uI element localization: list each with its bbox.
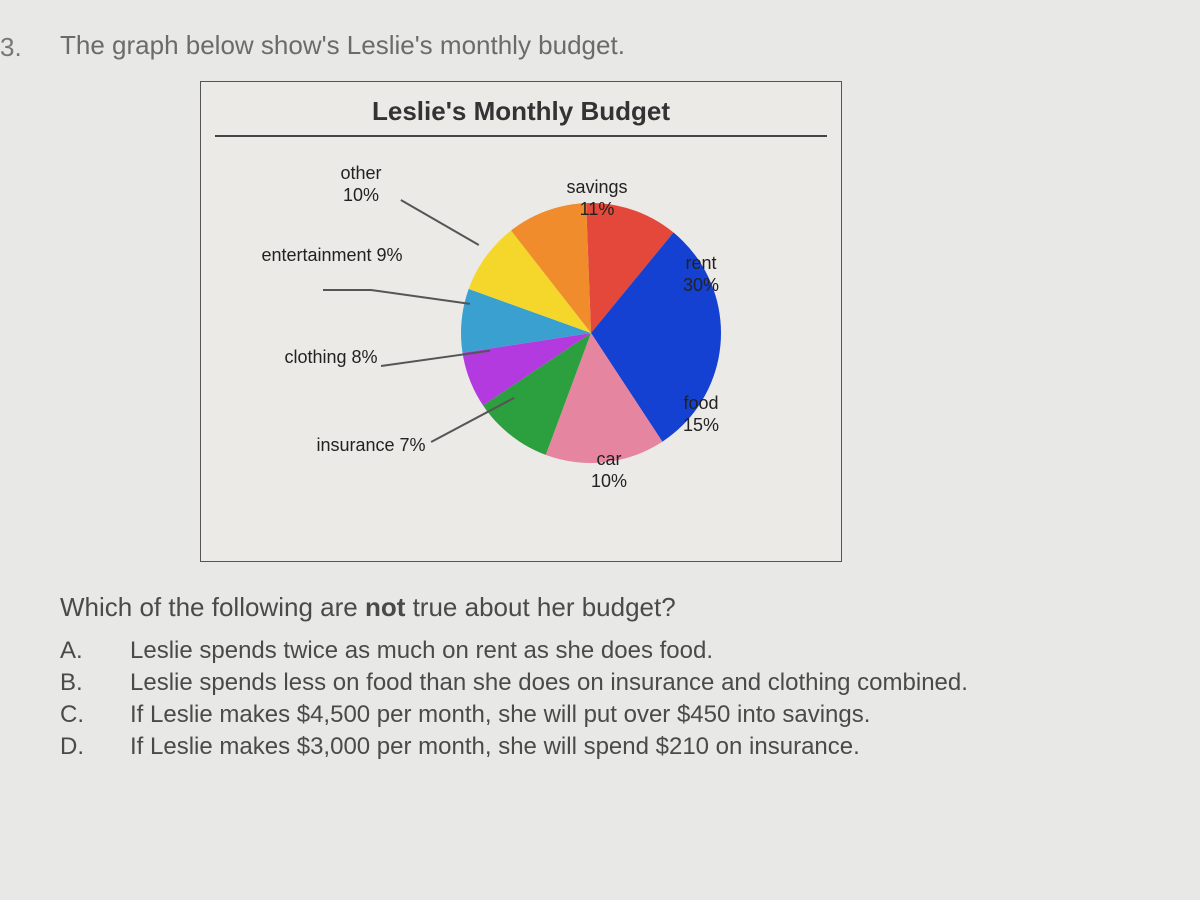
label-car-name: car	[596, 449, 621, 469]
subquestion: Which of the following are not true abou…	[60, 592, 1180, 623]
label-entertainment-pct: 9%	[377, 245, 403, 265]
answer-choices: A. Leslie spends twice as much on rent a…	[60, 637, 1180, 761]
label-rent-pct: 30%	[671, 275, 731, 297]
label-entertainment-name: entertainment	[261, 245, 371, 265]
label-car-pct: 10%	[579, 471, 639, 493]
label-car: car 10%	[579, 449, 639, 492]
worksheet-page: 3. The graph below show's Leslie's month…	[0, 0, 1200, 785]
choice-letter: B.	[60, 669, 130, 697]
label-insurance-name: insurance	[316, 435, 394, 455]
subquestion-prefix: Which of the following are	[60, 592, 365, 622]
label-entertainment: entertainment 9%	[257, 245, 407, 267]
label-rent-name: rent	[685, 253, 716, 273]
question-number: 3.	[0, 30, 60, 63]
choice-text: Leslie spends less on food than she does…	[130, 669, 968, 697]
label-other: other 10%	[321, 163, 401, 206]
label-food: food 15%	[671, 393, 731, 436]
pie-chart: savings 11% rent 30% food 15% car 10%	[461, 203, 721, 463]
choice-text: If Leslie makes $4,500 per month, she wi…	[130, 701, 870, 729]
label-other-name: other	[340, 163, 381, 183]
chart-body: savings 11% rent 30% food 15% car 10%	[201, 137, 841, 537]
leader-ent-d	[371, 289, 470, 304]
label-clothing-pct: 8%	[352, 347, 378, 367]
choice-letter: D.	[60, 733, 130, 761]
choice-d[interactable]: D. If Leslie makes $3,000 per month, she…	[60, 733, 1180, 761]
label-clothing-name: clothing	[284, 347, 346, 367]
choice-text: Leslie spends twice as much on rent as s…	[130, 637, 713, 665]
label-other-pct: 10%	[343, 185, 379, 205]
choice-letter: A.	[60, 637, 130, 665]
chart-frame: Leslie's Monthly Budget savings 11% rent…	[200, 81, 842, 562]
choice-b[interactable]: B. Leslie spends less on food than she d…	[60, 669, 1180, 697]
label-savings-name: savings	[566, 177, 627, 197]
question-intro: The graph below show's Leslie's monthly …	[60, 30, 625, 61]
choice-c[interactable]: C. If Leslie makes $4,500 per month, she…	[60, 701, 1180, 729]
choice-a[interactable]: A. Leslie spends twice as much on rent a…	[60, 637, 1180, 665]
label-insurance: insurance 7%	[311, 435, 431, 457]
label-insurance-pct: 7%	[400, 435, 426, 455]
label-savings: savings 11%	[557, 177, 637, 220]
question-row: 3. The graph below show's Leslie's month…	[0, 30, 1180, 63]
subquestion-bold: not	[365, 592, 405, 622]
label-savings-pct: 11%	[557, 199, 637, 221]
label-clothing: clothing 8%	[281, 347, 381, 369]
leader-ent-h	[323, 289, 371, 291]
subquestion-suffix: true about her budget?	[405, 592, 675, 622]
choice-text: If Leslie makes $3,000 per month, she wi…	[130, 733, 860, 761]
label-rent: rent 30%	[671, 253, 731, 296]
chart-title: Leslie's Monthly Budget	[215, 82, 827, 137]
label-food-name: food	[683, 393, 718, 413]
label-food-pct: 15%	[671, 415, 731, 437]
choice-letter: C.	[60, 701, 130, 729]
